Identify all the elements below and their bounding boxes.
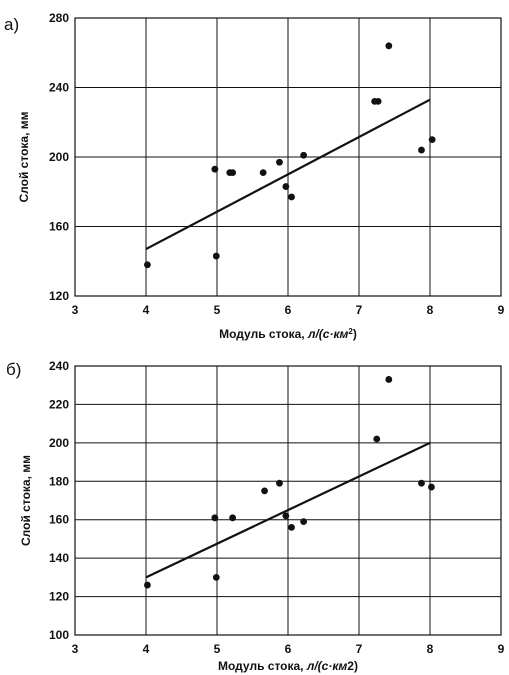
x-axis-label-b-close: ) [354,659,358,673]
data-point [229,514,237,522]
plot-frame-a [74,17,502,297]
y-tick-label: 140 [49,551,69,565]
y-tick-label: 100 [49,628,69,642]
chart-panel-a: а) 3 4 5 6 7 8 9 120 160 200 240 280 Модуль стока,… [4,11,505,341]
x-tick-label: 9 [498,303,505,317]
x-tick-label: 5 [214,303,221,317]
data-point [385,42,393,50]
data-point [144,581,151,589]
x-ticks-a: 3 4 5 6 7 8 9 [72,303,505,317]
x-tick-label: 4 [143,303,150,317]
x-axis-label-b-sup: 2 [347,659,354,673]
y-tick-label: 200 [49,436,69,450]
x-axis-label-b-main: Модуль стока, [218,659,307,673]
grid-a [74,17,502,297]
data-point [211,165,219,173]
grid-b [74,365,502,636]
trendline-b [145,441,431,579]
x-tick-label: 8 [427,303,434,317]
data-point [300,151,308,159]
data-point [276,158,283,166]
y-tick-label: 180 [49,474,69,488]
points-a [144,42,436,269]
x-tick-label: 6 [285,303,292,317]
plot-frame-b [74,365,502,636]
chart-panel-b: б) 3 4 5 6 7 8 9 100 120 140 160 180 200 220 240 Моду… [6,359,505,673]
x-tick-label: 3 [72,642,79,656]
data-point [212,573,220,581]
y-tick-label: 200 [49,150,69,164]
y-tick-label: 240 [49,359,69,373]
data-point [288,193,295,201]
y-tick-label: 280 [49,11,69,25]
x-ticks-b: 3 4 5 6 7 8 9 [72,642,505,656]
x-tick-label: 8 [427,642,434,656]
y-tick-label: 160 [49,513,69,527]
x-tick-label: 6 [285,642,292,656]
data-point [288,524,295,531]
x-axis-label-b-unit: л/(с·км [306,659,348,673]
panel-label-b: б) [6,360,21,379]
y-tick-label: 160 [49,220,69,234]
y-tick-label: 120 [49,289,69,303]
data-point [212,252,220,260]
x-axis-label-a-sup: 2 [348,327,353,336]
data-point [144,261,151,269]
data-point [282,512,290,520]
data-point [276,479,283,487]
y-ticks-b: 100 120 140 160 180 200 220 240 [49,359,69,642]
y-axis-label-b: Слой стока, мм [19,455,33,546]
x-axis-label-b: Модуль стока, л/(с·км2) [218,659,358,673]
data-point [259,169,267,177]
x-tick-label: 3 [72,303,79,317]
data-point [418,479,425,487]
x-tick-label: 7 [356,642,363,656]
x-tick-label: 4 [143,642,150,656]
x-tick-label: 5 [214,642,221,656]
y-tick-label: 120 [49,590,69,604]
y-axis-label-a: Слой стока, мм [17,111,31,202]
data-point [428,136,436,144]
data-point [374,98,382,105]
x-axis-label-a: Модуль стока, л/(с·км2) [219,327,357,342]
data-point [373,435,381,443]
points-b [144,376,435,589]
y-tick-label: 220 [49,397,69,411]
data-point [300,518,308,526]
data-point [229,169,237,177]
data-point [385,376,393,383]
data-point [261,487,268,495]
x-tick-label: 7 [356,303,363,317]
trendline-a [145,98,431,251]
data-point [418,146,425,154]
x-axis-label-a-close: ) [353,327,357,341]
panel-label-a: а) [4,15,19,34]
x-axis-label-a-unit: л/(с·км [307,327,349,341]
y-ticks-a: 120 160 200 240 280 [49,11,69,303]
y-tick-label: 240 [49,81,69,95]
x-tick-label: 9 [498,642,505,656]
data-point [211,514,219,522]
data-point [282,183,290,190]
data-point [428,483,435,491]
x-axis-label-a-main: Модуль стока, [219,327,308,341]
